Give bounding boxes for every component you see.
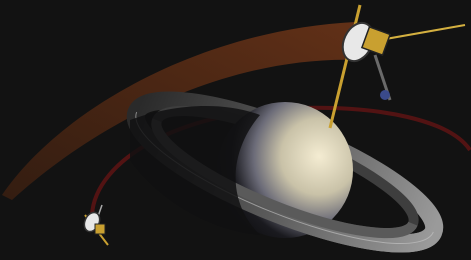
- illustration: [0, 0, 471, 260]
- page: [0, 0, 471, 260]
